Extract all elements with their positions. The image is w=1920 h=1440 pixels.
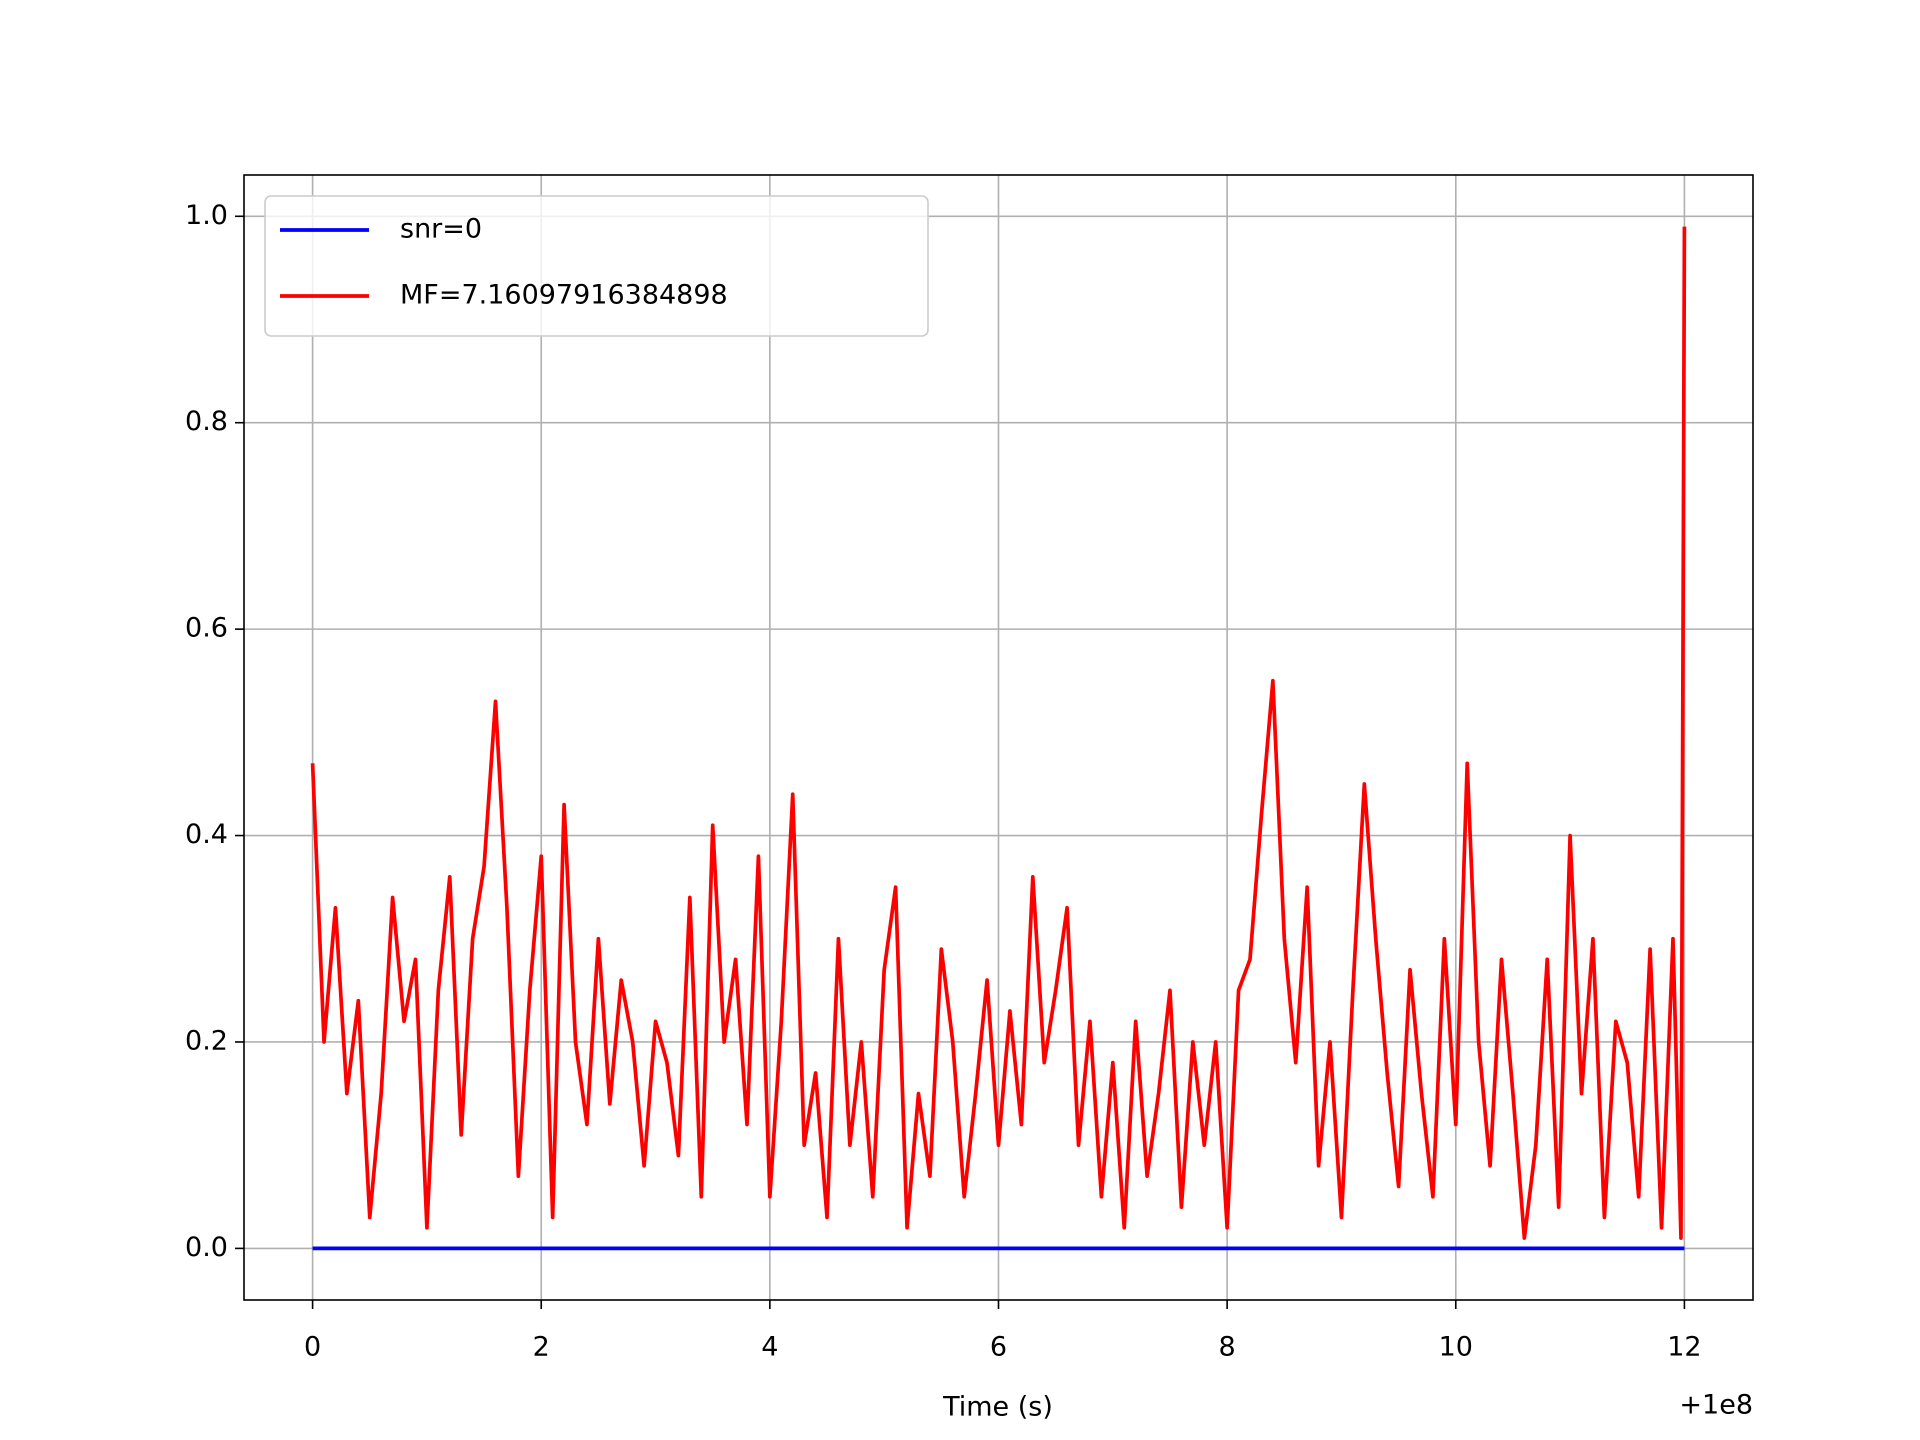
y-tick-label: 0.6 [185,613,228,644]
x-tick-label: 0 [304,1332,321,1363]
y-tick-label: 0.8 [185,406,228,437]
x-tick-label: 8 [1219,1332,1236,1363]
x-tick-label: 10 [1439,1332,1473,1363]
y-tick-label: 0.2 [185,1025,228,1056]
legend-box [264,195,929,337]
plot [310,226,1687,1251]
ticks: 0 2 4 6 8 10 12 0.0 0.2 0.4 0.6 0.8 1.0 [185,200,1702,1363]
y-tick-label: 0.0 [185,1232,228,1263]
x-tick-label: 4 [761,1332,778,1363]
y-tick-label: 0.4 [185,819,228,850]
x-axis-label: Time (s) [942,1392,1053,1423]
x-tick-label: 6 [990,1332,1007,1363]
x-tick-label: 2 [533,1332,550,1363]
legend-label: MF=7.16097916384898 [400,280,728,311]
y-tick-label: 1.0 [185,200,228,231]
x-tick-label: 12 [1667,1332,1701,1363]
x-offset-label: +1e8 [1679,1390,1753,1421]
line-series [310,226,1687,1240]
legend: snr=0 MF=7.16097916384898 [264,195,929,337]
legend-label: snr=0 [400,214,482,245]
